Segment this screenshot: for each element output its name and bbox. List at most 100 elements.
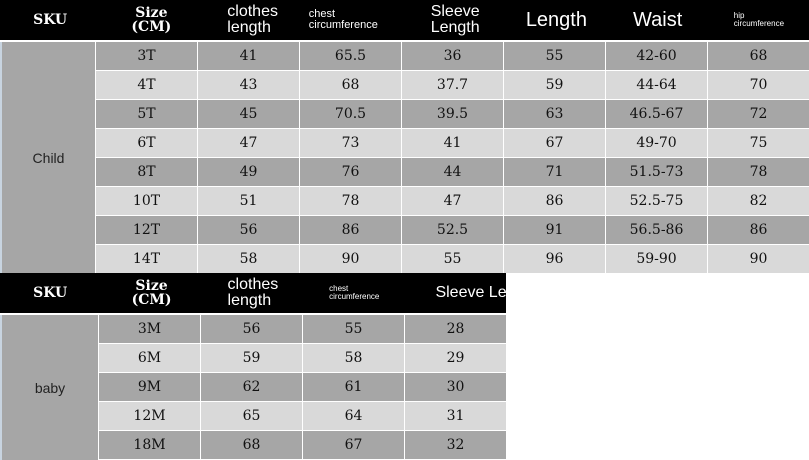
table-row: 3M 56 55 28 — [99, 315, 506, 343]
table-row: 3T 41 65.5 36 55 42-60 68 — [96, 42, 809, 70]
group-label: Child — [0, 42, 95, 274]
table-cell: 37.7 — [402, 71, 503, 99]
table-row: 12T 56 86 52.5 91 56.5-86 86 — [96, 216, 809, 244]
table-row: 6T 47 73 41 67 49-70 75 — [96, 129, 809, 157]
table-cell: 51 — [198, 187, 299, 215]
table-cell: 86 — [504, 187, 605, 215]
table-cell: 42-60 — [606, 42, 707, 70]
table-row: 12M 65 64 31 — [99, 402, 506, 430]
table-cell: 72 — [708, 100, 809, 128]
table-cell: 36 — [402, 42, 503, 70]
column-header: Size (CM) — [101, 273, 202, 313]
column-header: hip circumference — [708, 0, 809, 40]
column-header: SKU — [0, 0, 101, 40]
column-header: Waist — [607, 0, 708, 40]
table-cell: 90 — [708, 245, 809, 273]
table-cell: 65 — [201, 402, 302, 430]
table-cell: 32 — [405, 431, 506, 459]
table-row: 18M 68 67 32 — [99, 431, 506, 459]
table-cell: 76 — [300, 158, 401, 186]
column-header: SKU — [0, 273, 101, 313]
table-row: 4T 43 68 37.7 59 44-64 70 — [96, 71, 809, 99]
table-cell: 45 — [198, 100, 299, 128]
table-cell: 49 — [198, 158, 299, 186]
table-cell: 30 — [405, 373, 506, 401]
column-header: Sleeve Length — [405, 0, 506, 40]
table-cell: 58 — [303, 344, 404, 372]
table-cell: 52.5-75 — [606, 187, 707, 215]
table-cell: 91 — [504, 216, 605, 244]
column-header: clothes length — [202, 273, 304, 313]
table-cell: 28 — [405, 315, 506, 343]
table-cell: 55 — [303, 315, 404, 343]
table-cell: 47 — [198, 129, 299, 157]
table-cell: 55 — [504, 42, 605, 70]
table-cell: 47 — [402, 187, 503, 215]
table-cell: 90 — [300, 245, 401, 273]
table-cell: 78 — [708, 158, 809, 186]
table-cell: 39.5 — [402, 100, 503, 128]
table-cell: 31 — [405, 402, 506, 430]
table-cell: 8T — [96, 158, 197, 186]
table-cell: 96 — [504, 245, 605, 273]
table-cell: 67 — [303, 431, 404, 459]
header-row: SKU Size (CM) clothes length chest circumfe… — [0, 0, 809, 40]
table-cell: 9M — [99, 373, 200, 401]
table-cell: 63 — [504, 100, 605, 128]
table-cell: 62 — [201, 373, 302, 401]
table-cell: 18M — [99, 431, 200, 459]
table-cell: 86 — [708, 216, 809, 244]
table-cell: 64 — [303, 402, 404, 430]
table-cell: 55 — [402, 245, 503, 273]
table-cell: 5T — [96, 100, 197, 128]
table-cell: 68 — [201, 431, 302, 459]
table-cell: 70 — [708, 71, 809, 99]
table-cell: 71 — [504, 158, 605, 186]
table-cell: 44 — [402, 158, 503, 186]
column-header: Sleeve Le — [405, 273, 506, 313]
table-cell: 46.5-67 — [606, 100, 707, 128]
table-cell: 10T — [96, 187, 197, 215]
column-header: Length — [506, 0, 607, 40]
table-cell: 68 — [300, 71, 401, 99]
column-header: chest circumference — [304, 273, 405, 313]
table-row: 8T 49 76 44 71 51.5-73 78 — [96, 158, 809, 186]
table-cell: 56 — [198, 216, 299, 244]
table-cell: 41 — [402, 129, 503, 157]
table-cell: 51.5-73 — [606, 158, 707, 186]
table-cell: 4T — [96, 71, 197, 99]
column-header: clothes length — [202, 0, 303, 40]
table-cell: 44-64 — [606, 71, 707, 99]
table-cell: 61 — [303, 373, 404, 401]
column-header: Size (CM) — [101, 0, 202, 40]
table-cell: 75 — [708, 129, 809, 157]
table-cell: 56.5-86 — [606, 216, 707, 244]
table-cell: 52.5 — [402, 216, 503, 244]
child-size-table: SKU Size (CM) clothes length chest circumfe… — [0, 0, 809, 274]
table-cell: 67 — [504, 129, 605, 157]
table-cell: 56 — [201, 315, 302, 343]
table-cell: 58 — [198, 245, 299, 273]
table-cell: 49-70 — [606, 129, 707, 157]
header-row: SKU Size (CM) clothes length chest circumfe… — [0, 273, 506, 313]
table-row: 10T 51 78 47 86 52.5-75 82 — [96, 187, 809, 215]
table-row: 14T 58 90 55 96 59-90 90 — [96, 245, 809, 273]
table-cell: 6M — [99, 344, 200, 372]
table-cell: 73 — [300, 129, 401, 157]
table-cell: 65.5 — [300, 42, 401, 70]
table-cell: 41 — [198, 42, 299, 70]
table-row: 5T 45 70.5 39.5 63 46.5-67 72 — [96, 100, 809, 128]
table-cell: 59 — [504, 71, 605, 99]
table-cell: 86 — [300, 216, 401, 244]
table-cell: 3T — [96, 42, 197, 70]
group-label: baby — [0, 315, 98, 460]
table-cell: 78 — [300, 187, 401, 215]
table-cell: 14T — [96, 245, 197, 273]
table-row: 9M 62 61 30 — [99, 373, 506, 401]
table-row: 6M 59 58 29 — [99, 344, 506, 372]
table-cell: 82 — [708, 187, 809, 215]
table-cell: 6T — [96, 129, 197, 157]
column-header: chest circumference — [303, 0, 405, 40]
table-cell: 12T — [96, 216, 197, 244]
baby-size-table: SKU Size (CM) clothes length chest circumfe… — [0, 273, 506, 460]
